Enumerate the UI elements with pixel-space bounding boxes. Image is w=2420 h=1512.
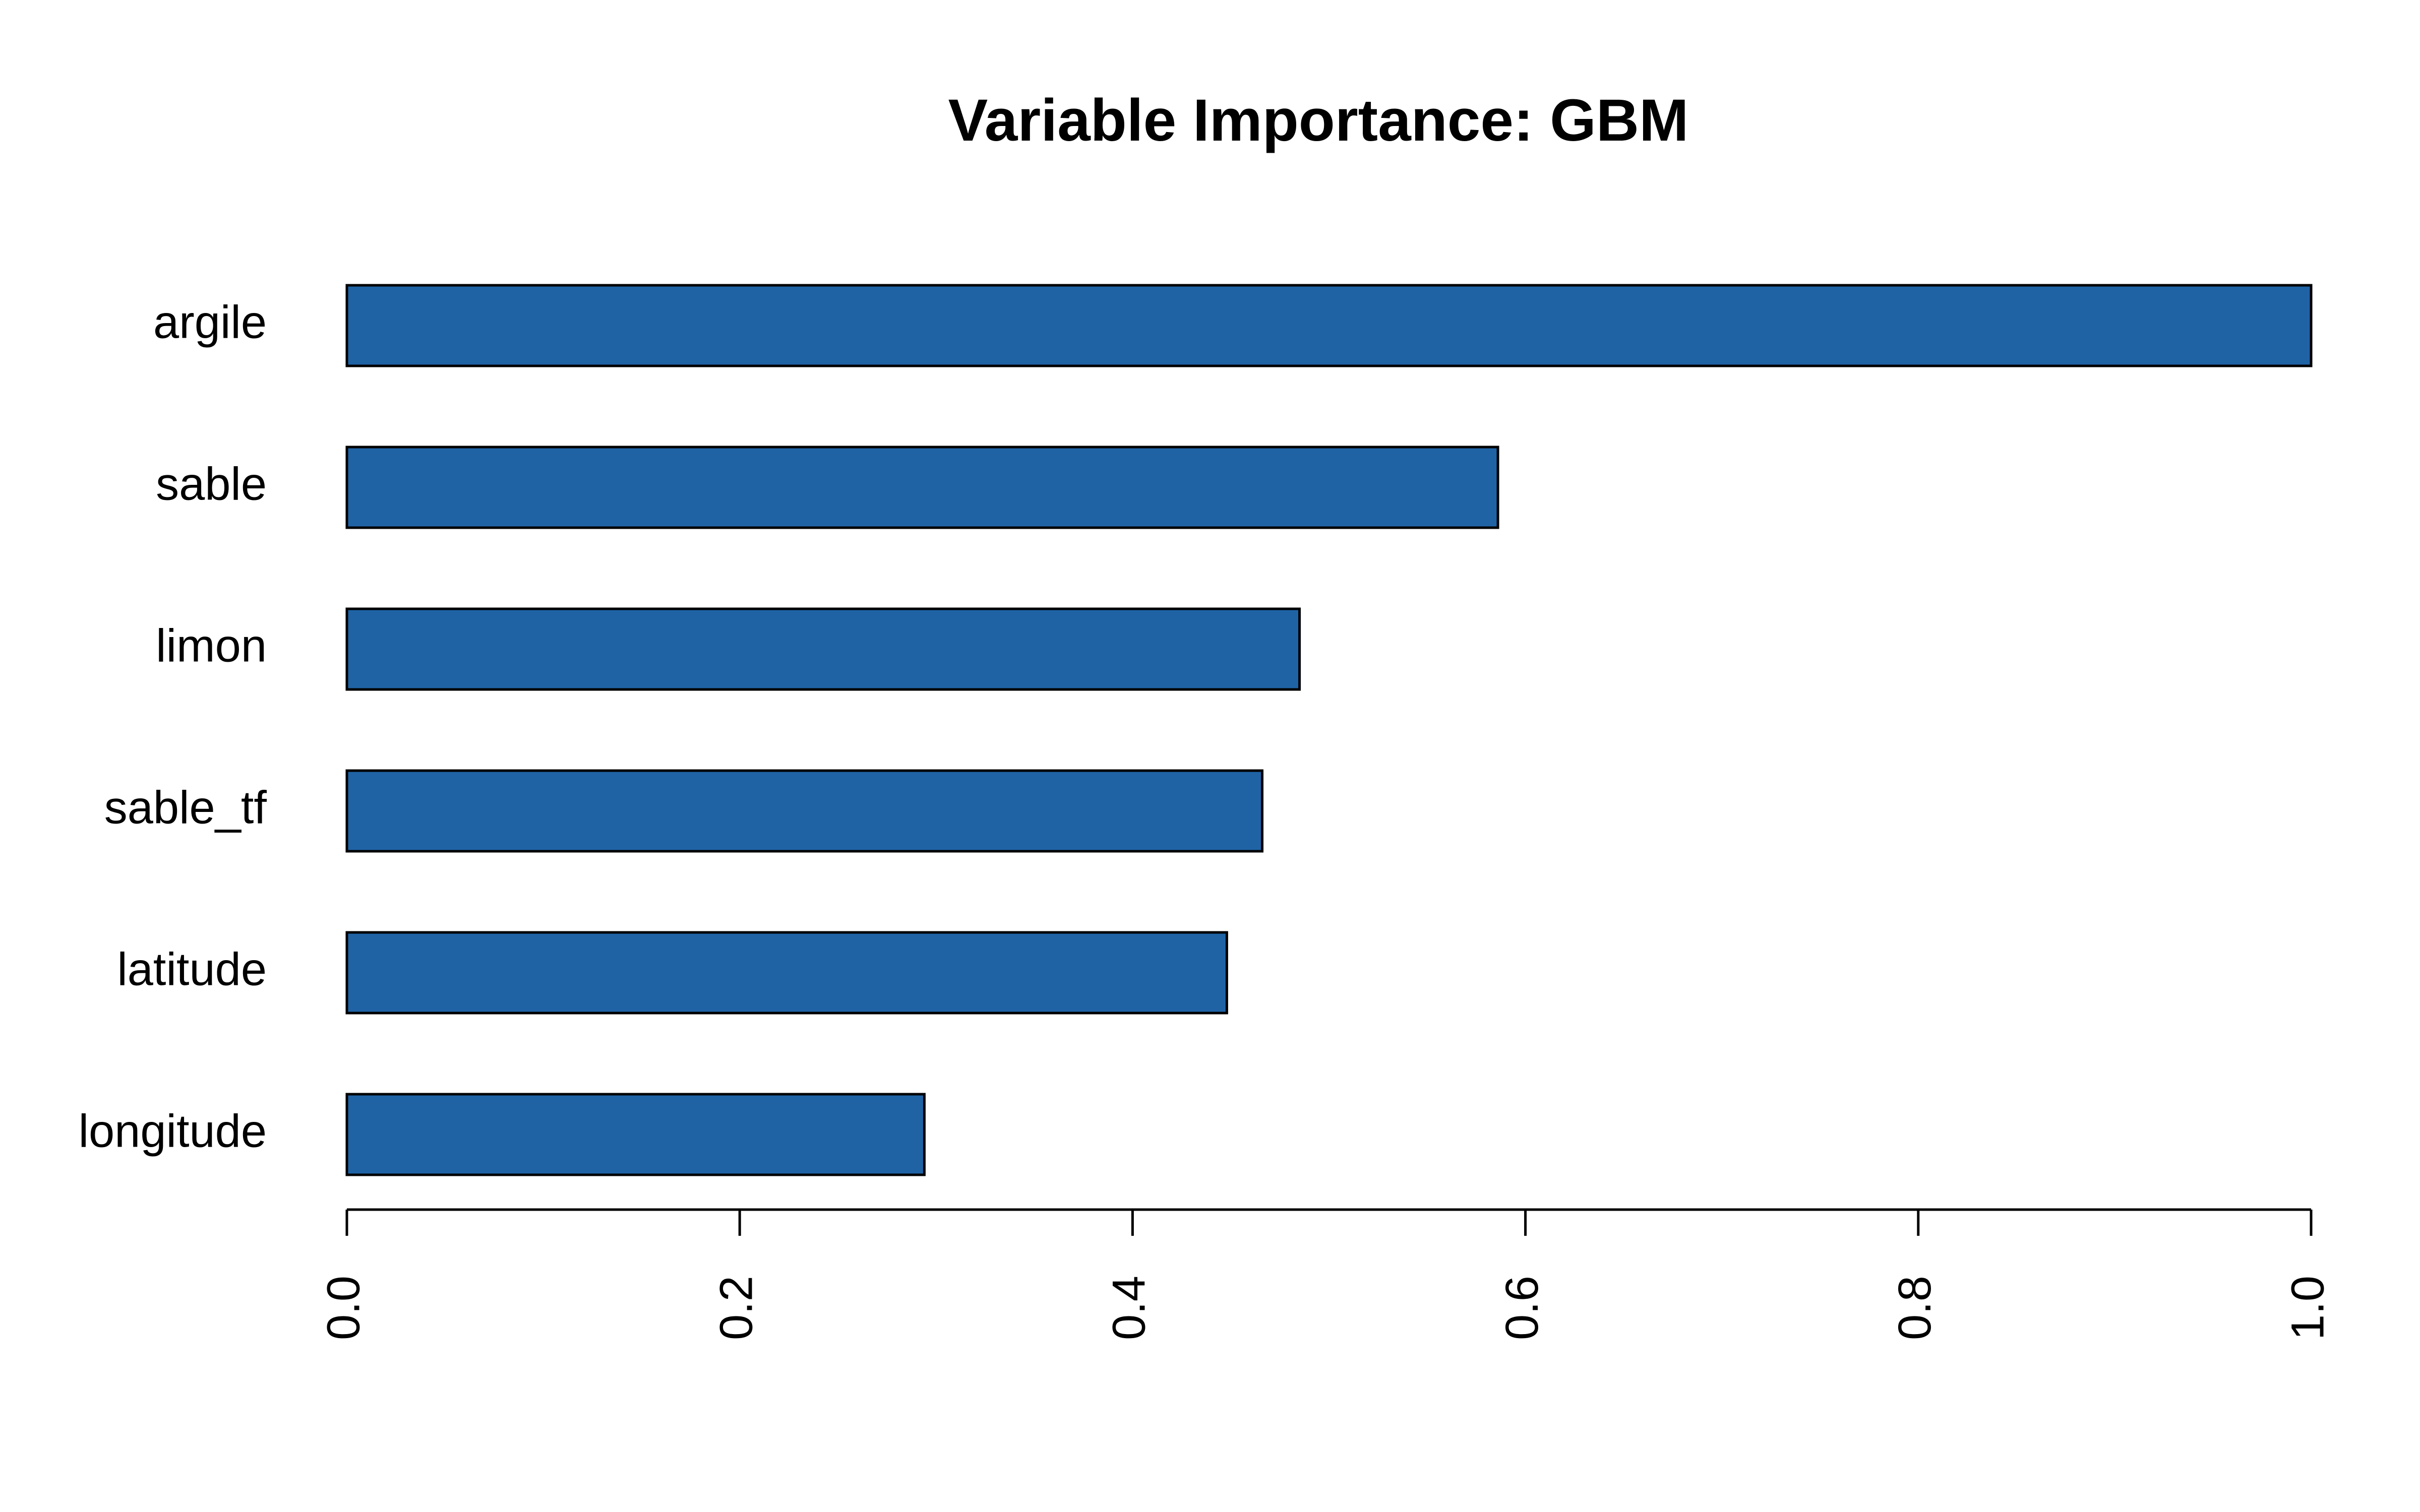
x-tick-label: 0.4 — [1104, 1276, 1155, 1340]
y-tick-label: sable — [156, 458, 267, 510]
y-tick-label: latitude — [117, 943, 267, 995]
x-tick-label: 0.2 — [710, 1276, 762, 1340]
x-tick-label: 0.6 — [1496, 1276, 1548, 1340]
bar — [345, 284, 2313, 367]
bar — [345, 446, 1499, 529]
y-tick-label: longitude — [79, 1105, 267, 1157]
bar — [345, 1093, 926, 1176]
y-tick-label: argile — [153, 296, 267, 348]
chart-title: Variable Importance: GBM — [948, 87, 1689, 154]
x-tick-label: 0.0 — [318, 1276, 369, 1340]
y-tick-label: sable_tf — [104, 782, 267, 833]
x-tick-label: 1.0 — [2282, 1276, 2333, 1340]
y-tick-label: limon — [156, 620, 267, 671]
bar — [345, 769, 1264, 853]
bar — [345, 931, 1228, 1015]
bar — [345, 607, 1301, 691]
x-tick-label: 0.8 — [1889, 1276, 1941, 1340]
